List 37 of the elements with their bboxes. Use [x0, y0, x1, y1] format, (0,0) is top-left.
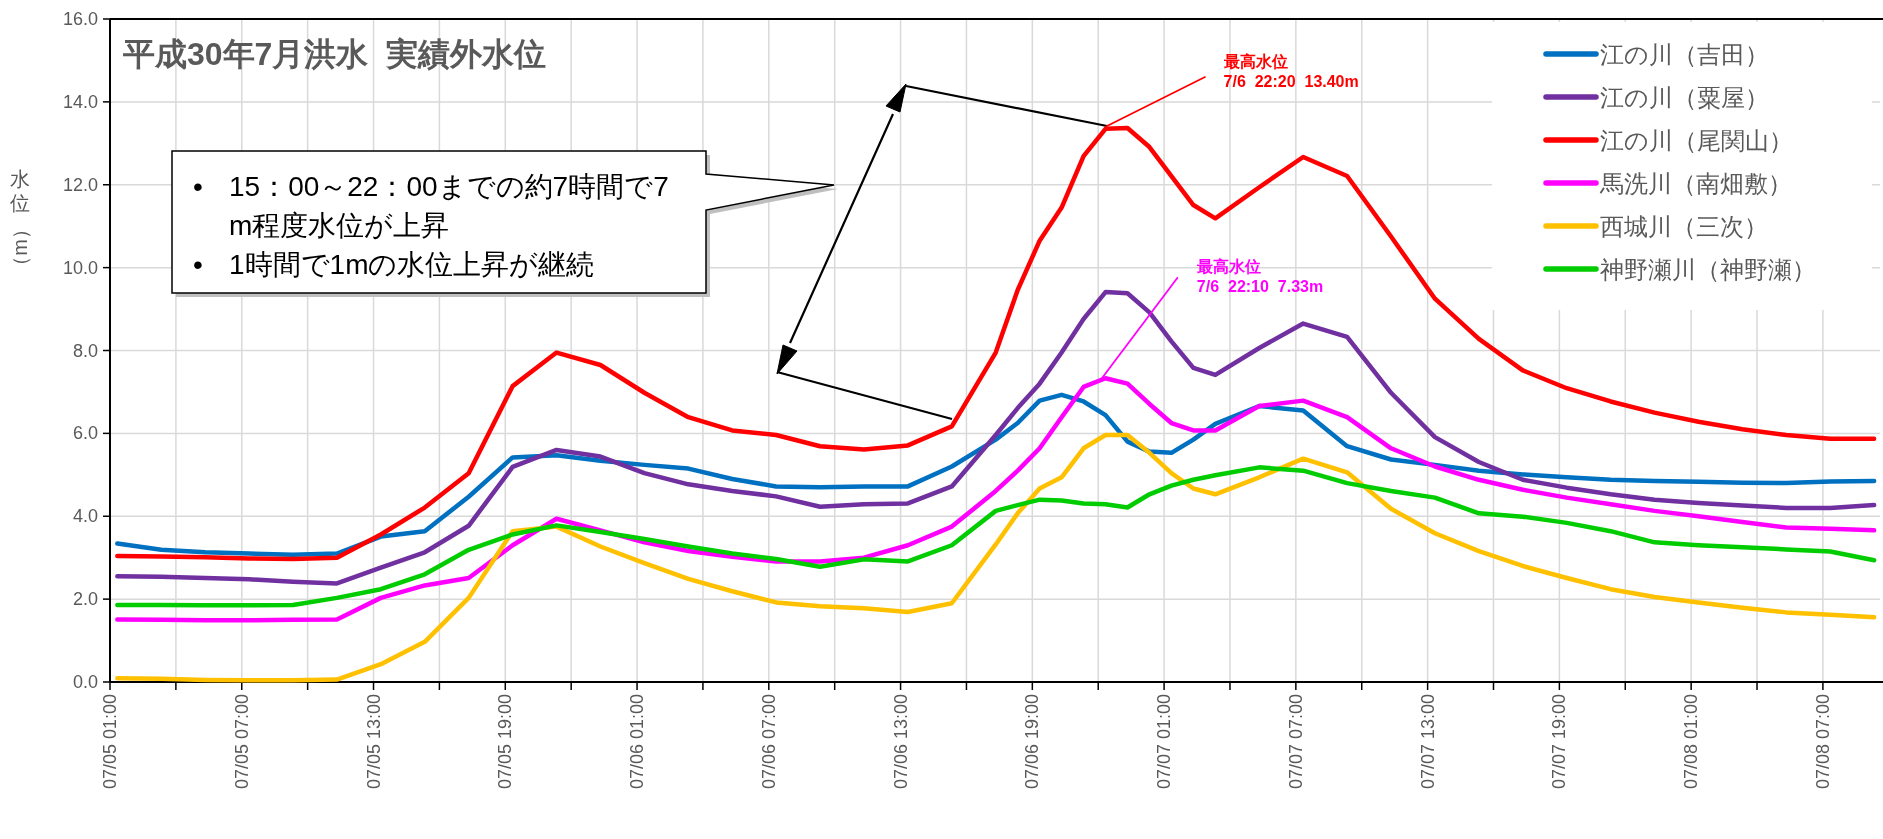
- callout: • 15：00～22：00までの約7時間で7m程度水位が上昇 • 1時間で1mの水位上昇が継続: [171, 150, 838, 297]
- y-axis-title: 水位（m）: [9, 168, 31, 276]
- x-tick-label: 07/06 19:00: [1022, 694, 1043, 790]
- y-tick-label: 10.0: [62, 257, 98, 278]
- annotation: 最高水位 7/6 22:10 7.33m: [1195, 257, 1324, 296]
- legend-label: 西城川（三次）: [1600, 212, 1768, 240]
- x-tick-label: 07/07 13:00: [1417, 694, 1438, 790]
- annotation: 最高水位 7/6 22:10 7.33m: [1100, 258, 1324, 380]
- x-tick-label: 07/06 01:00: [627, 694, 648, 790]
- x-tick-label: 07/07 07:00: [1285, 694, 1306, 790]
- x-tick-label: 07/07 01:00: [1154, 694, 1175, 790]
- y-tick-label: 12.0: [62, 174, 98, 195]
- x-tick-label: 07/05 01:00: [100, 694, 120, 790]
- x-tick-label: 07/05 19:00: [495, 694, 516, 790]
- y-tick-label: 0.0: [72, 672, 98, 692]
- legend-label: 神野瀬川（神野瀬）: [1600, 255, 1816, 283]
- legend-label: 江の川（尾関山）: [1600, 126, 1793, 154]
- y-tick-label: 8.0: [72, 340, 98, 361]
- text: 平成30年7月洪水 実績外水位: [122, 36, 547, 72]
- annotation: 最高水位 7/6 22:20 13.40m: [1104, 52, 1359, 128]
- x-tick-label: 07/05 07:00: [231, 694, 252, 790]
- legend-label: 馬洗川（南畑敷）: [1599, 169, 1792, 197]
- y-tick-label: 6.0: [72, 423, 98, 444]
- x-tick-label: 07/05 13:00: [363, 694, 384, 790]
- legend-label: 江の川（粟屋）: [1600, 83, 1769, 111]
- y-tick-label: 16.0: [62, 9, 98, 29]
- y-tick-label: 4.0: [72, 506, 98, 527]
- x-tick-label: 07/06 13:00: [890, 694, 911, 790]
- x-tick-label: 07/08 01:00: [1681, 694, 1702, 790]
- annotation: • 15：00～22：00までの約7時間で7m程度水位が上昇 • 1時間で1mの水位上昇が継続: [193, 171, 669, 280]
- x-tick-label: 07/06 07:00: [758, 694, 779, 790]
- annotation: 最高水位 7/6 22:20 13.40m: [1222, 51, 1359, 90]
- y-tick-label: 14.0: [62, 91, 98, 112]
- y-tick-label: 2.0: [72, 589, 98, 610]
- legend-label: 江の川（吉田）: [1600, 40, 1769, 68]
- x-tick-label: 07/07 19:00: [1549, 694, 1570, 790]
- x-tick-label: 07/08 07:00: [1812, 694, 1833, 790]
